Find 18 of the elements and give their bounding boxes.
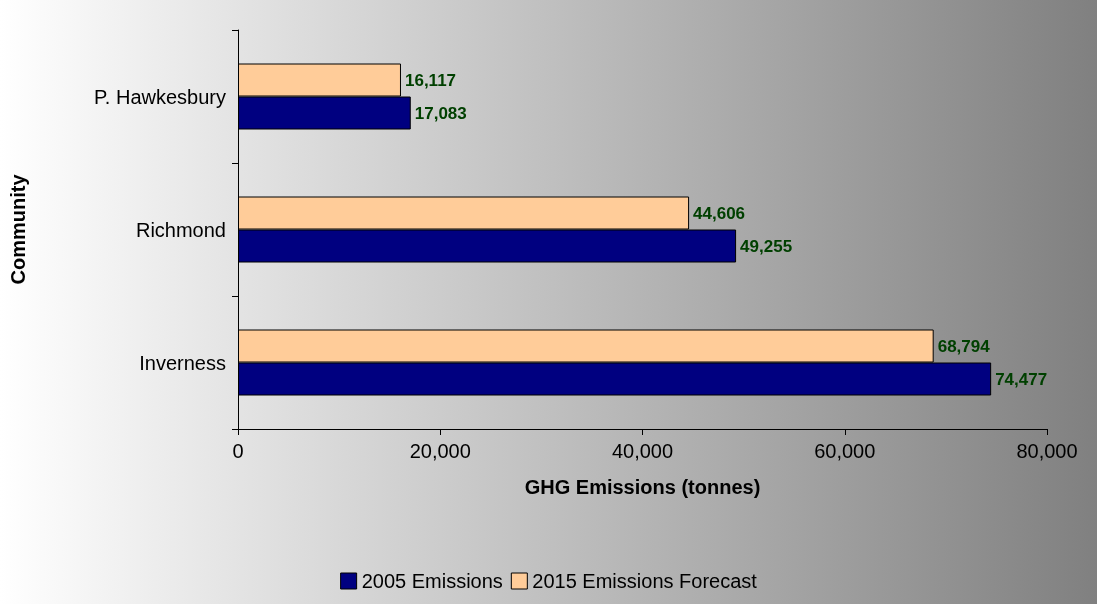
data-label: 74,477: [995, 369, 1048, 389]
x-tick-label: 0: [232, 440, 244, 462]
data-label: 17,083: [414, 103, 467, 123]
x-axis-title: GHG Emissions (tonnes): [524, 476, 761, 498]
x-tick-label: 40,000: [611, 440, 674, 462]
y-tick-label: Richmond: [135, 218, 226, 241]
data-label: 49,255: [740, 236, 793, 256]
x-tick-label: 60,000: [814, 440, 876, 462]
y-tick-label: P. Hawkesbury: [94, 85, 226, 108]
legend-label: 2005 Emissions: [361, 570, 503, 592]
data-label: 68,794: [937, 336, 991, 356]
y-axis-title: Community: [7, 173, 29, 285]
y-tick-label: Inverness: [139, 351, 226, 374]
x-tick-label: 20,000: [409, 440, 471, 462]
legend-label: 2015 Emissions Forecast: [532, 570, 758, 592]
x-tick-label: 80,000: [1016, 440, 1078, 462]
data-label: 44,606: [693, 203, 746, 223]
data-label: 16,117: [404, 70, 457, 90]
